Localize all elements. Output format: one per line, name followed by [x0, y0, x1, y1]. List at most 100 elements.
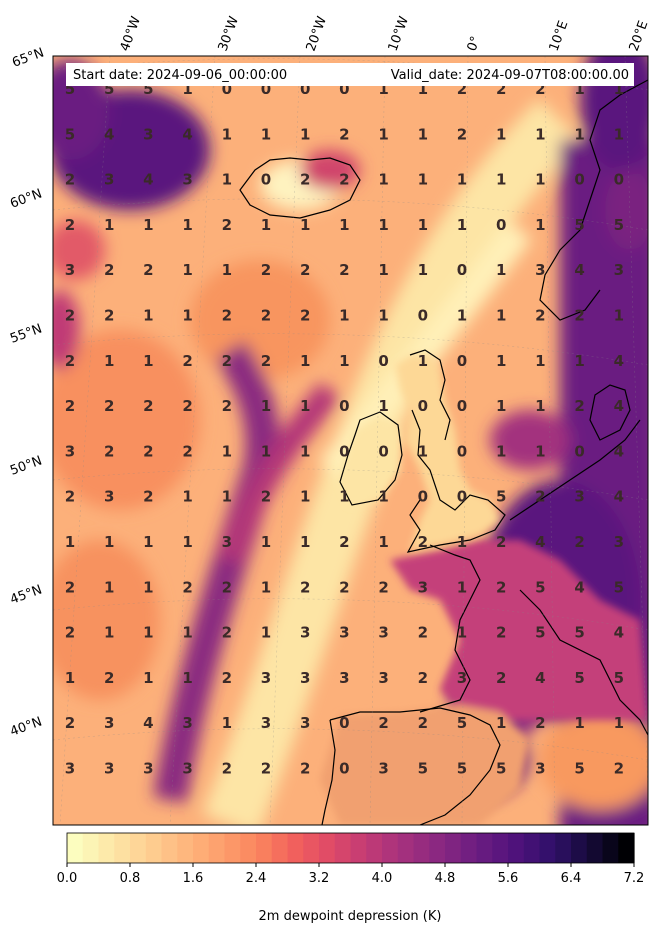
colorbar-segment — [350, 833, 367, 863]
grid-value: 5 — [614, 669, 624, 687]
grid-value: 0 — [418, 307, 428, 325]
grid-value: 1 — [378, 307, 388, 325]
grid-value: 1 — [300, 397, 310, 415]
grid-value: 1 — [496, 307, 506, 325]
grid-value: 1 — [339, 488, 349, 506]
grid-value: 2 — [496, 533, 506, 551]
lon-label-10w: 10°W — [386, 14, 412, 53]
grid-value: 1 — [104, 624, 114, 642]
colorbar-segment — [130, 833, 147, 863]
grid-value: 0 — [378, 442, 388, 460]
grid-value: 0 — [339, 714, 349, 732]
grid-value: 1 — [418, 261, 428, 279]
grid-value: 2 — [535, 307, 545, 325]
grid-value: 3 — [378, 760, 388, 778]
lon-label-20e: 20°E — [627, 19, 652, 54]
grid-value: 3 — [300, 714, 310, 732]
map-frame — [52, 55, 649, 826]
colorbar: 0.0 0.8 1.6 2.4 3.2 4.0 4.8 5.6 6.4 7.2 2m dewpoi… — [57, 832, 645, 924]
grid-value: 2 — [339, 171, 349, 189]
colorbar-tick-label: 2.4 — [246, 871, 267, 886]
colorbar-segment — [319, 833, 336, 863]
grid-value: 1 — [222, 171, 232, 189]
grid-value: 5 — [104, 80, 114, 98]
grid-value: 1 — [104, 216, 114, 234]
grid-value: 2 — [496, 578, 506, 596]
grid-value: 3 — [104, 171, 114, 189]
colorbar-segment — [256, 833, 273, 863]
grid-value: 1 — [104, 578, 114, 596]
colorbar-tick-label: 7.2 — [624, 871, 645, 886]
grid-value: 1 — [300, 442, 310, 460]
grid-value: 1 — [378, 80, 388, 98]
grid-value: 0 — [418, 488, 428, 506]
norway-coast — [539, 79, 648, 321]
grid-value: 3 — [457, 669, 467, 687]
grid-value: 0 — [378, 352, 388, 370]
grid-value: 1 — [614, 125, 624, 143]
grid-value: 2 — [222, 216, 232, 234]
graticule — [53, 56, 648, 825]
grid-value: 2 — [65, 488, 75, 506]
grid-value: 2 — [104, 397, 114, 415]
grid-value: 2 — [339, 125, 349, 143]
colorbar-segment — [193, 833, 210, 863]
grid-value: 2 — [496, 624, 506, 642]
grid-value: 2 — [65, 578, 75, 596]
grid-value: 5 — [496, 488, 506, 506]
grid-value: 0 — [457, 397, 467, 415]
colorbar-segment — [618, 833, 635, 863]
grid-value: 3 — [535, 760, 545, 778]
grid-value: 4 — [614, 442, 624, 460]
grid-value: 4 — [614, 488, 624, 506]
grid-value: 1 — [65, 533, 75, 551]
grid-value: 1 — [182, 488, 192, 506]
scotland-coast — [409, 349, 451, 441]
grid-value: 3 — [143, 125, 153, 143]
grid-value: 2 — [222, 760, 232, 778]
grid-value: 2 — [535, 80, 545, 98]
grid-value: 0 — [261, 80, 271, 98]
grid-value: 2 — [339, 578, 349, 596]
britain-coast — [406, 409, 506, 553]
grid-value: 1 — [104, 533, 114, 551]
grid-value: 1 — [300, 533, 310, 551]
grid-value: 2 — [65, 397, 75, 415]
lat-label-55n: 55°N — [8, 321, 44, 346]
grid-value: 1 — [418, 125, 428, 143]
grid-value: 1 — [574, 714, 584, 732]
colorbar-label: 2m dewpoint depression (K) — [259, 909, 442, 924]
coastlines — [239, 79, 648, 825]
grid-value: 3 — [300, 669, 310, 687]
colorbar-segment — [571, 833, 588, 863]
grid-value: 0 — [339, 80, 349, 98]
grid-value: 1 — [182, 669, 192, 687]
grid-value: 1 — [261, 533, 271, 551]
ireland-coast — [339, 411, 403, 506]
grid-value: 3 — [574, 488, 584, 506]
grid-value: 1 — [182, 216, 192, 234]
iceland-coast — [239, 157, 361, 219]
grid-value: 1 — [182, 80, 192, 98]
valid-date-label: Valid_date: 2024-09-07T08:00:00.00 — [391, 68, 629, 83]
grid-value: 1 — [574, 352, 584, 370]
grid-value: 2 — [222, 624, 232, 642]
colorbar-segment — [366, 833, 383, 863]
grid-value: 3 — [182, 760, 192, 778]
grid-value: 1 — [222, 488, 232, 506]
grid-value: 3 — [65, 261, 75, 279]
grid-value: 4 — [614, 397, 624, 415]
grid-value: 5 — [614, 216, 624, 234]
grid-value: 2 — [104, 261, 114, 279]
grid-value: 2 — [222, 352, 232, 370]
grid-value: 3 — [300, 624, 310, 642]
grid-value: 0 — [418, 397, 428, 415]
grid-value: 1 — [339, 216, 349, 234]
grid-value: 1 — [378, 171, 388, 189]
grid-value: 1 — [339, 307, 349, 325]
grid-value: 3 — [261, 714, 271, 732]
grid-value: 1 — [457, 307, 467, 325]
grid-value: 2 — [378, 578, 388, 596]
grid-value: 3 — [261, 669, 271, 687]
grid-value: 2 — [300, 261, 310, 279]
